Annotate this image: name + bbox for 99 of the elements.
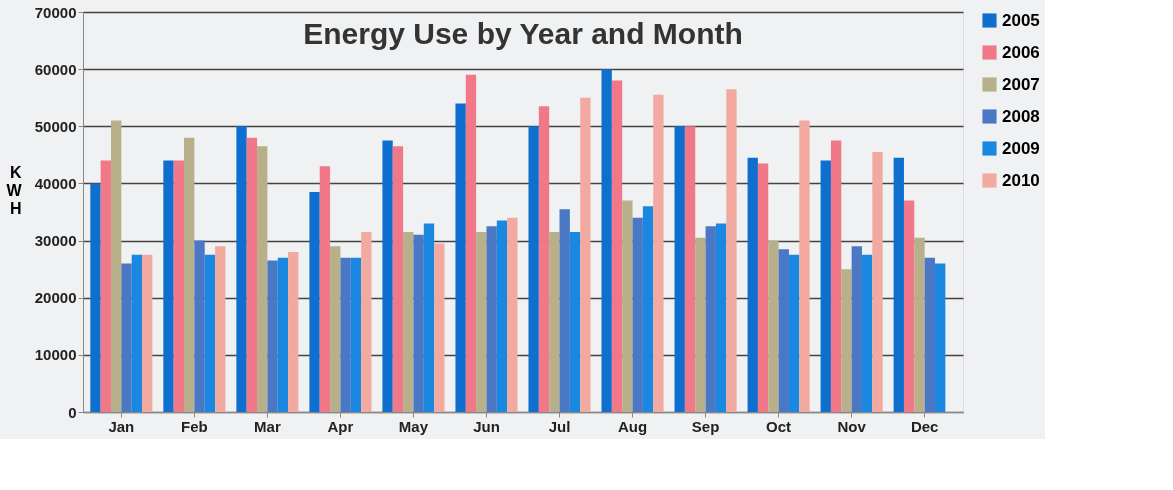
y-tick-label: 10000 bbox=[34, 346, 77, 364]
bar bbox=[799, 120, 810, 412]
bar bbox=[768, 240, 779, 412]
bar bbox=[778, 249, 789, 412]
bar bbox=[674, 126, 685, 412]
bar bbox=[392, 146, 404, 412]
bar bbox=[131, 254, 143, 412]
bar bbox=[653, 94, 664, 412]
bar bbox=[194, 240, 205, 412]
y-axis-title: KWH bbox=[6, 163, 23, 217]
legend-label: 2010 bbox=[1002, 170, 1040, 190]
chart-title: Energy Use by Year and Month bbox=[303, 17, 743, 50]
bar bbox=[903, 200, 915, 412]
x-tick-label: May bbox=[398, 417, 429, 435]
x-tick-label: Nov bbox=[837, 417, 867, 435]
bar bbox=[465, 74, 477, 412]
bar bbox=[632, 217, 643, 412]
bar bbox=[528, 126, 539, 412]
bar bbox=[914, 237, 925, 412]
legend-label: 2006 bbox=[1002, 42, 1040, 62]
bar bbox=[110, 120, 122, 412]
bar bbox=[549, 232, 560, 412]
x-tick-label: Dec bbox=[910, 417, 939, 435]
bar bbox=[695, 237, 706, 412]
bar bbox=[622, 200, 633, 412]
bar bbox=[163, 160, 174, 412]
x-tick-label: Aug bbox=[617, 417, 648, 435]
bar bbox=[747, 157, 758, 412]
y-tick-label: 20000 bbox=[34, 289, 77, 307]
y-tick-label: 50000 bbox=[34, 117, 77, 135]
bar bbox=[288, 252, 299, 412]
bar bbox=[788, 254, 800, 412]
bar bbox=[851, 246, 862, 412]
x-tick-label: Apr bbox=[327, 417, 354, 435]
bar bbox=[486, 226, 497, 412]
bar bbox=[684, 126, 696, 412]
bar bbox=[715, 223, 727, 412]
bar bbox=[121, 263, 132, 412]
bar bbox=[330, 246, 341, 412]
bar bbox=[413, 234, 424, 412]
bar bbox=[361, 232, 372, 412]
bar bbox=[569, 232, 581, 412]
bar bbox=[642, 206, 654, 412]
x-tick-label: Jun bbox=[473, 417, 500, 435]
bar bbox=[476, 232, 487, 412]
bar bbox=[705, 226, 716, 412]
x-tick-label: Feb bbox=[181, 417, 208, 435]
bar bbox=[538, 106, 550, 412]
bar bbox=[935, 263, 946, 412]
bar bbox=[350, 257, 362, 412]
bar bbox=[893, 157, 904, 412]
bar bbox=[319, 166, 331, 412]
bar bbox=[924, 257, 936, 412]
bar bbox=[830, 140, 842, 412]
legend-label: 2008 bbox=[1002, 106, 1040, 126]
bar bbox=[496, 220, 508, 412]
y-tick-label: 40000 bbox=[34, 174, 77, 192]
bar bbox=[246, 137, 258, 412]
y-tick-label: 60000 bbox=[34, 60, 77, 78]
legend-label: 2005 bbox=[1002, 10, 1040, 30]
bar bbox=[403, 232, 414, 412]
bar bbox=[507, 217, 518, 412]
bar bbox=[184, 137, 195, 412]
legend-label: 2007 bbox=[1002, 74, 1040, 94]
bar bbox=[236, 126, 247, 412]
bar bbox=[757, 163, 769, 412]
bar bbox=[142, 254, 153, 412]
x-tick-label: Mar bbox=[254, 417, 281, 435]
bar bbox=[267, 260, 278, 412]
bar bbox=[726, 89, 737, 412]
bar bbox=[309, 192, 320, 412]
bar bbox=[820, 160, 831, 412]
bar bbox=[204, 254, 216, 412]
bar bbox=[872, 152, 883, 412]
bar bbox=[257, 146, 268, 412]
x-tick-label: Jul bbox=[548, 417, 571, 435]
bar bbox=[277, 257, 289, 412]
bar bbox=[423, 223, 435, 412]
bar bbox=[861, 254, 873, 412]
bar bbox=[173, 160, 185, 412]
x-tick-label: Oct bbox=[766, 417, 792, 435]
bar bbox=[611, 80, 623, 412]
x-tick-label: Sep bbox=[691, 417, 720, 435]
y-tick-label: 30000 bbox=[34, 232, 77, 250]
bar bbox=[580, 97, 591, 412]
bar bbox=[382, 140, 393, 412]
bar bbox=[100, 160, 111, 412]
bar bbox=[340, 257, 351, 412]
bar bbox=[455, 103, 466, 412]
bar bbox=[90, 183, 101, 412]
x-tick-label: Jan bbox=[108, 417, 135, 435]
legend-label: 2009 bbox=[1002, 138, 1040, 158]
y-tick-label: 0 bbox=[68, 403, 77, 421]
y-tick-label: 70000 bbox=[34, 3, 77, 21]
bar bbox=[215, 246, 226, 412]
bar bbox=[434, 243, 445, 412]
bar bbox=[841, 269, 852, 412]
bar bbox=[601, 69, 612, 412]
bar bbox=[559, 209, 570, 412]
